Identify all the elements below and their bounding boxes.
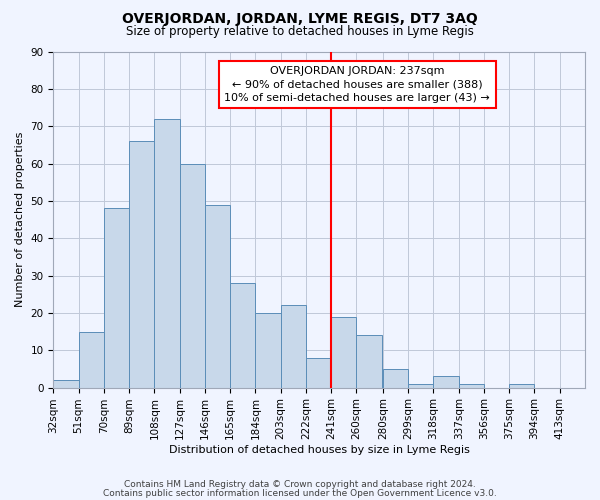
Bar [129, 141, 154, 388]
Text: Contains HM Land Registry data © Crown copyright and database right 2024.: Contains HM Land Registry data © Crown c… [124, 480, 476, 489]
Bar [256, 313, 281, 388]
Bar [408, 384, 433, 388]
Bar [331, 316, 356, 388]
Text: OVERJORDAN, JORDAN, LYME REGIS, DT7 3AQ: OVERJORDAN, JORDAN, LYME REGIS, DT7 3AQ [122, 12, 478, 26]
Bar [459, 384, 484, 388]
Bar [104, 208, 129, 388]
Bar [509, 384, 535, 388]
Y-axis label: Number of detached properties: Number of detached properties [15, 132, 25, 307]
Bar [230, 283, 256, 388]
Bar [179, 164, 205, 388]
Bar [154, 118, 179, 388]
Bar [306, 358, 331, 388]
Text: Contains public sector information licensed under the Open Government Licence v3: Contains public sector information licen… [103, 488, 497, 498]
Bar [281, 306, 306, 388]
Bar [53, 380, 79, 388]
Bar [383, 369, 408, 388]
Text: OVERJORDAN JORDAN: 237sqm
← 90% of detached houses are smaller (388)
10% of semi: OVERJORDAN JORDAN: 237sqm ← 90% of detac… [224, 66, 490, 103]
Bar [79, 332, 104, 388]
Bar [433, 376, 459, 388]
Bar [356, 336, 382, 388]
Bar [205, 204, 230, 388]
X-axis label: Distribution of detached houses by size in Lyme Regis: Distribution of detached houses by size … [169, 445, 470, 455]
Text: Size of property relative to detached houses in Lyme Regis: Size of property relative to detached ho… [126, 25, 474, 38]
